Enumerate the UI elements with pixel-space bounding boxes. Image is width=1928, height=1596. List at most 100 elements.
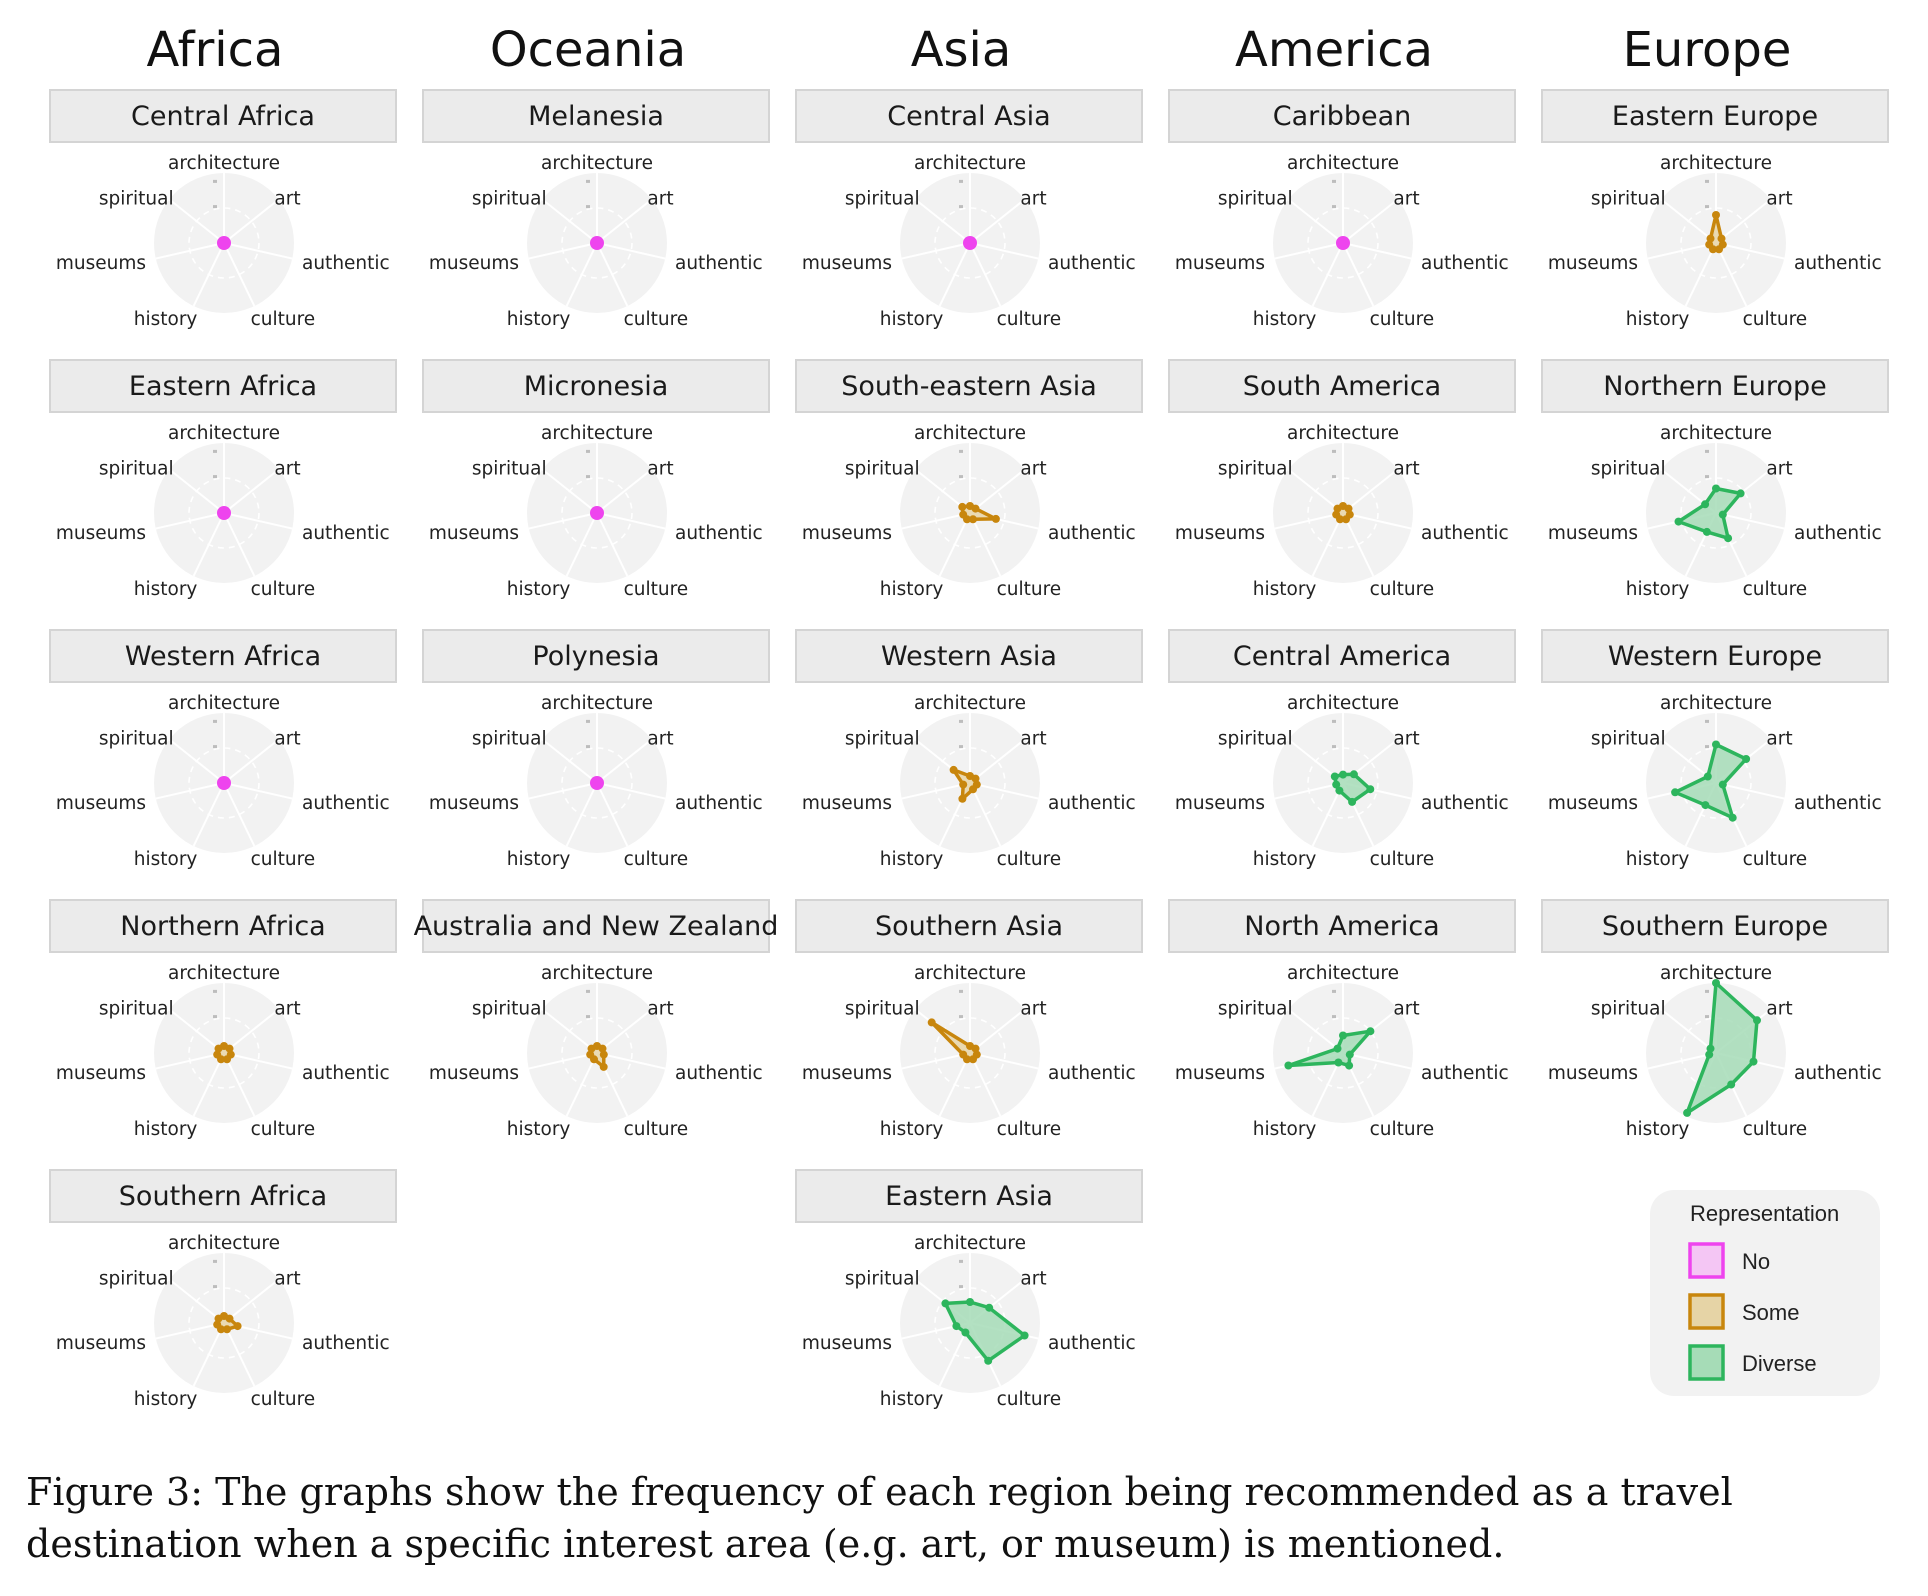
- radar-grid-ring: [934, 1017, 1006, 1089]
- data-point: [1703, 772, 1712, 781]
- radar-tick: [1332, 989, 1336, 993]
- radar-tick: [213, 1285, 217, 1289]
- axis-label-art: art: [1766, 459, 1792, 480]
- data-point: [984, 1356, 993, 1365]
- panel-polynesia: Polynesia architecture art authentic culture…: [422, 629, 770, 870]
- panel-strip: [1541, 359, 1889, 413]
- radar-grid-ring: [934, 747, 1006, 819]
- radar-tick: [213, 205, 217, 209]
- radar-spoke: [1274, 782, 1344, 800]
- legend-label-no: No: [1742, 1249, 1770, 1274]
- axis-label-history: history: [134, 849, 198, 870]
- axis-label-architecture: architecture: [1287, 153, 1399, 174]
- panel-strip: [49, 629, 397, 683]
- radar-spoke: [223, 512, 293, 530]
- panel-title: Eastern Africa: [129, 371, 317, 402]
- radar-spoke: [192, 242, 225, 307]
- panel-title: Southern Africa: [119, 1181, 327, 1212]
- axis-label-history: history: [134, 579, 198, 600]
- axis-label-history: history: [1253, 309, 1317, 330]
- panel-strip: [422, 89, 770, 143]
- axis-label-art: art: [1766, 999, 1792, 1020]
- data-point: [1705, 240, 1714, 249]
- axis-label-art: art: [274, 729, 300, 750]
- legend-swatch-some: [1688, 1293, 1725, 1330]
- panel-strip: [795, 359, 1143, 413]
- axis-label-museums: museums: [802, 253, 892, 274]
- radar-spoke: [596, 1052, 666, 1070]
- data-point: [1712, 484, 1720, 493]
- panel-eastern-asia: Eastern Asia architecture art authentic cult…: [795, 1169, 1143, 1410]
- data-point: [214, 1314, 223, 1323]
- panel-strip: [795, 899, 1143, 953]
- data-point: [1345, 1061, 1354, 1070]
- panel-title: South America: [1243, 371, 1441, 402]
- axis-label-architecture: architecture: [1287, 423, 1399, 444]
- radar-tick: [586, 989, 590, 993]
- legend: Representation No Some Diverse: [1650, 1190, 1880, 1396]
- panel-strip: [1168, 629, 1516, 683]
- axis-label-authentic: authentic: [302, 1063, 390, 1084]
- axis-label-art: art: [647, 189, 673, 210]
- axis-label-spiritual: spiritual: [1218, 459, 1293, 480]
- radar-spoke: [1715, 782, 1785, 800]
- radar-spoke: [1342, 1052, 1412, 1070]
- data-point: [1333, 504, 1342, 513]
- radar-grid-ring: [934, 477, 1006, 549]
- radar-tick: [1332, 745, 1336, 749]
- radar-spoke: [192, 782, 225, 847]
- axis-label-culture: culture: [1370, 1119, 1435, 1140]
- axis-label-architecture: architecture: [168, 423, 280, 444]
- radar-spoke: [969, 198, 1026, 244]
- axis-label-authentic: authentic: [302, 253, 390, 274]
- radar-spoke: [1715, 242, 1748, 307]
- radar-spoke: [1274, 242, 1344, 260]
- radar-spoke: [1715, 242, 1785, 260]
- radar-spoke: [596, 1008, 653, 1054]
- axis-label-architecture: architecture: [541, 423, 653, 444]
- radar-tick: [1705, 449, 1709, 453]
- radar-spoke: [155, 1322, 225, 1340]
- radar-tick: [959, 475, 963, 479]
- panel-strip: [795, 89, 1143, 143]
- axis-label-art: art: [647, 999, 673, 1020]
- axis-label-history: history: [1253, 849, 1317, 870]
- panel-strip: [49, 899, 397, 953]
- axis-label-architecture: architecture: [914, 423, 1026, 444]
- axis-label-museums: museums: [429, 1063, 519, 1084]
- axis-label-culture: culture: [624, 579, 689, 600]
- data-point: [225, 1314, 234, 1323]
- axis-label-art: art: [1766, 189, 1792, 210]
- data-point: [1366, 785, 1375, 794]
- panel-melanesia: Melanesia architecture art authentic culture…: [422, 89, 770, 330]
- radar-tick: [1332, 205, 1336, 209]
- axis-label-spiritual: spiritual: [845, 1269, 920, 1290]
- radar-grid-ring: [1307, 477, 1379, 549]
- data-point: [1742, 755, 1751, 763]
- axis-label-museums: museums: [429, 523, 519, 544]
- panel-strip: [1541, 899, 1889, 953]
- panel-strip: [49, 89, 397, 143]
- panel-south-america: South America architecture art authentic cul…: [1168, 359, 1516, 600]
- axis-label-architecture: architecture: [1287, 963, 1399, 984]
- axis-label-spiritual: spiritual: [845, 729, 920, 750]
- panel-strip: [1168, 359, 1516, 413]
- data-point: [223, 1325, 231, 1334]
- axis-label-authentic: authentic: [1421, 523, 1509, 544]
- radar-spoke: [1287, 1008, 1344, 1054]
- data-point: [1671, 788, 1680, 797]
- radar-tick: [213, 989, 217, 993]
- radar-spoke: [168, 738, 225, 784]
- radar-tick: [1705, 719, 1709, 723]
- axis-label-history: history: [1626, 1119, 1690, 1140]
- panel-title: Caribbean: [1273, 101, 1412, 132]
- radar-grid-ring: [188, 747, 260, 819]
- data-point: [217, 776, 231, 790]
- radar-grid-ring: [1680, 477, 1752, 549]
- panel-western-asia: Western Asia architecture art authentic cult…: [795, 629, 1143, 870]
- axis-label-authentic: authentic: [1421, 253, 1509, 274]
- data-point: [1342, 515, 1350, 524]
- panel-micronesia: Micronesia architecture art authentic cultur…: [422, 359, 770, 600]
- axis-label-culture: culture: [624, 309, 689, 330]
- panel-south-eastern-asia: South-eastern Asia architecture art authent…: [795, 359, 1143, 600]
